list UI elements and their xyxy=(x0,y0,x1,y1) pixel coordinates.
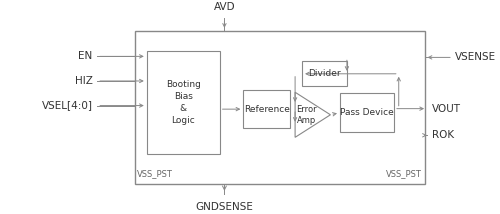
Text: HIZ: HIZ xyxy=(74,76,92,86)
Bar xyxy=(146,51,220,154)
Text: VOUT: VOUT xyxy=(432,104,460,114)
Bar xyxy=(135,31,424,184)
Text: VSS_PST: VSS_PST xyxy=(386,169,422,178)
Text: VSEL[4:0]: VSEL[4:0] xyxy=(42,101,92,111)
Text: Divider: Divider xyxy=(308,69,341,78)
Text: Pass Device: Pass Device xyxy=(340,108,394,117)
Text: VSS_PST: VSS_PST xyxy=(138,169,173,178)
Bar xyxy=(302,61,347,86)
Text: EN: EN xyxy=(78,51,92,61)
Text: VSENSE: VSENSE xyxy=(456,52,496,62)
Bar xyxy=(244,90,290,128)
Text: AVD: AVD xyxy=(214,2,236,12)
Bar xyxy=(340,93,394,132)
Text: ROK: ROK xyxy=(432,130,454,140)
Text: Error
Amp: Error Amp xyxy=(296,105,316,125)
Text: GNDSENSE: GNDSENSE xyxy=(196,202,254,212)
Polygon shape xyxy=(295,92,330,137)
Text: Booting
Bias
&
Logic: Booting Bias & Logic xyxy=(166,80,200,125)
Text: Reference: Reference xyxy=(244,105,290,114)
